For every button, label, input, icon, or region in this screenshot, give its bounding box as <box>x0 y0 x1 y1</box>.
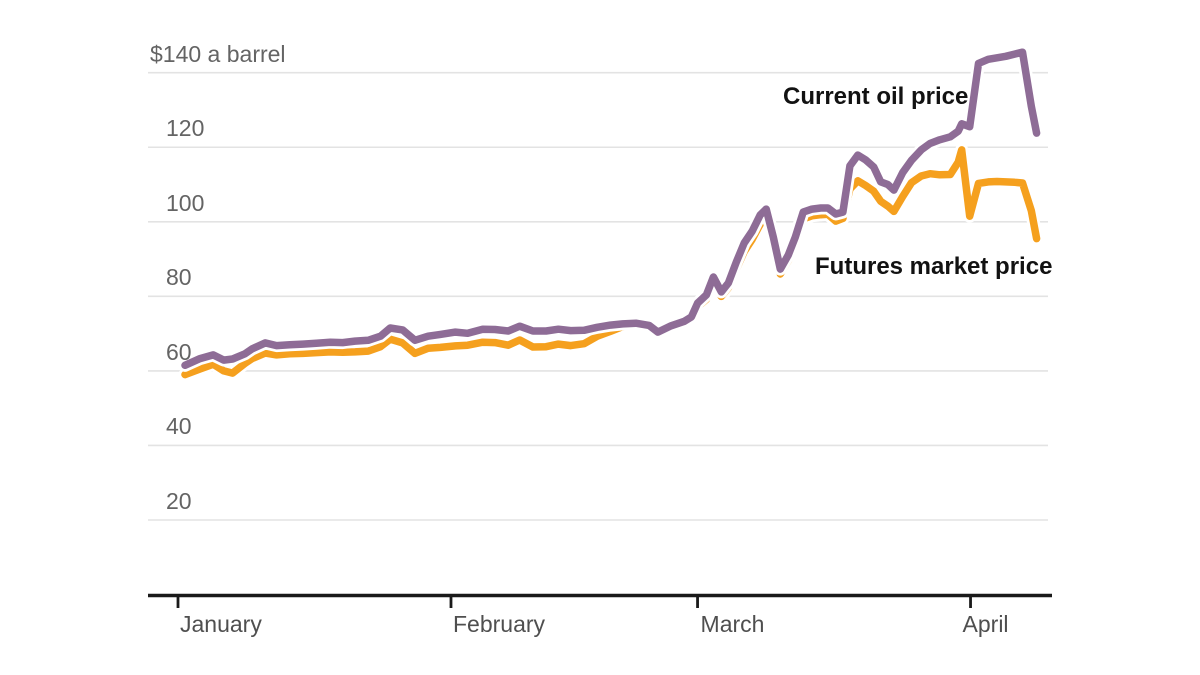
annotation-current-oil-price: Current oil price <box>783 83 969 110</box>
x-axis-label-april: April <box>962 611 1009 637</box>
x-axis-label-january: January <box>180 611 262 637</box>
x-axis-label-march: March <box>700 611 765 637</box>
y-axis-label-20: 20 <box>166 488 192 514</box>
y-axis-label-40: 40 <box>166 413 192 440</box>
x-axis-label-february: February <box>452 611 546 637</box>
y-axis-label-120: 120 <box>166 115 205 142</box>
y-axis-label-80: 80 <box>166 264 192 291</box>
y-axis-label-140: $140 a barrel <box>150 40 286 67</box>
line-current-oil-price <box>181 48 1041 370</box>
y-axis-label-60: 60 <box>166 338 192 365</box>
y-axis-label-100: 100 <box>166 189 205 216</box>
annotation-futures-market-price: Futures market price <box>815 253 1053 280</box>
